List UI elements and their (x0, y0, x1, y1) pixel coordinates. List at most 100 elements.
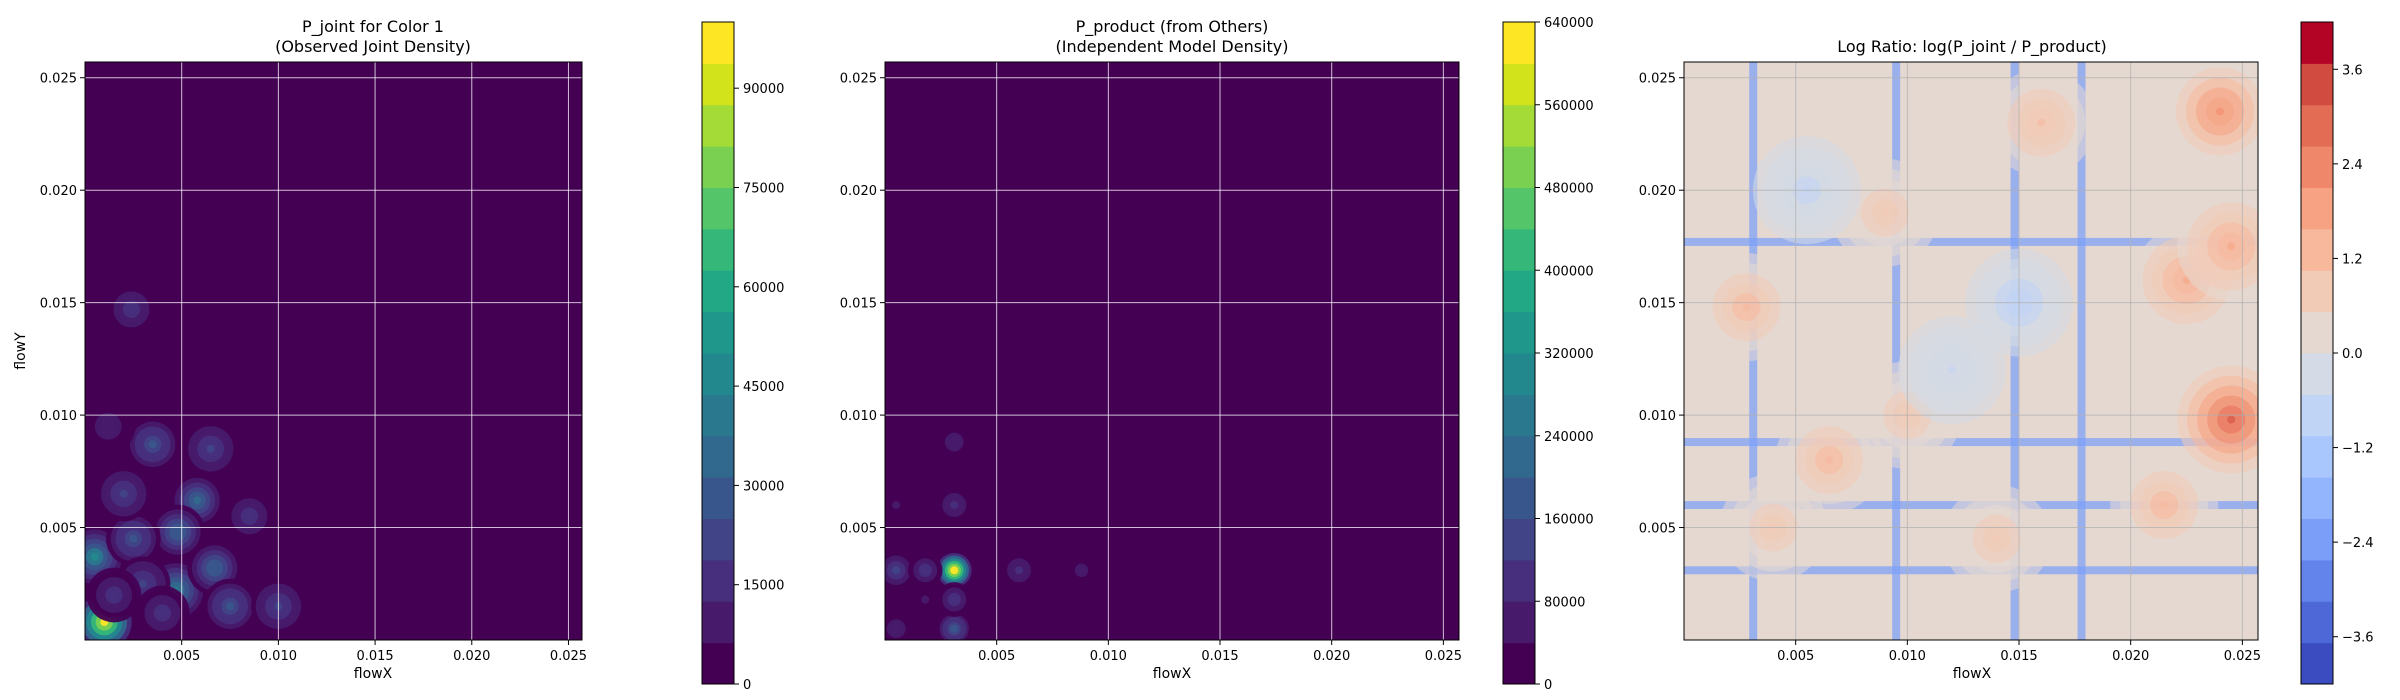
y-tick-label: 0.020 (40, 184, 77, 199)
x-tick-label: 0.010 (1889, 649, 1926, 664)
panel-log-ratio: Log Ratio: log(P_joint / P_product) 0.00… (1639, 21, 2374, 685)
panel1-frame (84, 61, 583, 641)
colorbar-tick-label: 400000 (1544, 264, 1594, 279)
hotspot (139, 579, 148, 588)
colorbar-segment (1503, 353, 1535, 395)
colorbar-tick-label: 640000 (1544, 16, 1594, 31)
colorbar-tick-label: 0 (1544, 678, 1552, 693)
colorbar-segment (1503, 642, 1535, 685)
x-tick-label: 0.020 (453, 649, 490, 664)
colorbar-segment (702, 228, 734, 271)
y-tick-label: 0.005 (840, 522, 877, 537)
colorbar-segment (2301, 22, 2333, 64)
colorbar-segment (1503, 311, 1535, 354)
colorbar-segment (1503, 104, 1535, 147)
panel2-subtitle: (Independent Model Density) (1056, 37, 1289, 56)
colorbar-segment (2301, 63, 2333, 106)
hotspot (950, 566, 959, 575)
panel1-ylabel: flowY (13, 332, 29, 370)
colorbar-tick-label: 15000 (743, 579, 784, 594)
panel2-title: P_product (from Others) (1076, 17, 1269, 37)
colorbar-segment (702, 394, 734, 437)
hotspot (950, 624, 959, 633)
colorbar-segment (2301, 477, 2333, 519)
hotspot (158, 609, 167, 618)
panel3-xlabel: flowX (1953, 666, 1992, 682)
hotspot (245, 512, 254, 521)
x-tick-label: 0.025 (2224, 649, 2261, 664)
panel2-plot: 0.005 0.010 0.015 0.020 0.025 0.005 0.010 0.015… (840, 61, 1462, 664)
x-tick-label: 0.010 (260, 649, 297, 664)
x-tick-label: 0.020 (2112, 649, 2149, 664)
panel1-xlabel: flowX (354, 666, 393, 682)
y-tick-label: 0.010 (840, 409, 877, 424)
y-tick-label: 0.020 (840, 184, 877, 199)
colorbar-segment (702, 559, 734, 602)
colorbar-segment (2301, 559, 2333, 602)
colorbar-segment (2301, 601, 2333, 644)
colorbar-segment (1503, 477, 1535, 519)
colorbar-segment (1503, 146, 1535, 188)
hotspot (2216, 107, 2225, 116)
panel2-colorbar: 0 80000 160000 240000 320000 400000 480000 5600… (1502, 16, 1594, 693)
y-tick-label: 0.010 (1639, 409, 1676, 424)
hotspot (892, 566, 901, 575)
panel3-title: Log Ratio: log(P_joint / P_product) (1837, 37, 2107, 57)
hotspot (950, 595, 959, 604)
hotspot (226, 602, 235, 611)
colorbar-segment (2301, 311, 2333, 354)
colorbar-segment (2301, 228, 2333, 271)
panel2-density (885, 424, 1099, 640)
hotspot (104, 422, 113, 431)
hotspot (173, 528, 182, 537)
colorbar-segment (2301, 394, 2333, 437)
colorbar-tick-label: 3.6 (2342, 63, 2363, 78)
colorbar-segment (1503, 228, 1535, 271)
hotspot (129, 534, 138, 543)
x-tick-label: 0.005 (978, 649, 1015, 664)
hotspot (2160, 501, 2169, 510)
colorbar-segment (702, 146, 734, 188)
colorbar-tick-label: 75000 (743, 182, 784, 197)
hotspot (1881, 208, 1890, 217)
colorbar-segment (702, 187, 734, 230)
hotspot (1948, 366, 1957, 375)
colorbar-tick-label: 2.4 (2342, 158, 2363, 173)
x-tick-label: 0.020 (1313, 649, 1350, 664)
colorbar-tick-label: −3.6 (2342, 631, 2374, 646)
x-tick-label: 0.005 (1777, 649, 1814, 664)
x-tick-label: 0.010 (1090, 649, 1127, 664)
hotspot (90, 552, 99, 561)
y-tick-label: 0.010 (40, 409, 77, 424)
colorbar-tick-label: −1.2 (2342, 442, 2374, 457)
y-tick-label: 0.005 (1639, 522, 1676, 537)
colorbar-segment (1503, 270, 1535, 313)
colorbar-tick-label: 240000 (1544, 430, 1594, 445)
colorbar-segment (1503, 601, 1535, 644)
hotspot (210, 564, 219, 573)
colorbar-tick-label: 80000 (1544, 595, 1585, 610)
cold-band-y (1684, 237, 2258, 246)
hotspot (1742, 303, 1751, 312)
colorbar-segment (2301, 104, 2333, 147)
hotspot (110, 591, 119, 600)
hotspot (921, 566, 930, 575)
hotspot (2037, 118, 2046, 127)
hotspot (1015, 566, 1024, 575)
panel-p-product: P_product (from Others) (Independent Mod… (840, 16, 1594, 693)
cold-band-x (2077, 62, 2086, 640)
hotspot (148, 440, 157, 449)
colorbar-segment (1503, 435, 1535, 478)
colorbar-segment (702, 311, 734, 354)
colorbar-segment (2301, 187, 2333, 230)
colorbar-tick-label: 30000 (743, 479, 784, 494)
colorbar-segment (1503, 63, 1535, 106)
hotspot (193, 496, 202, 505)
colorbar-segment (2301, 642, 2333, 685)
colorbar-frame (701, 21, 735, 685)
colorbar-segment (2301, 518, 2333, 561)
panel1-density (85, 282, 306, 640)
colorbar-tick-label: −2.4 (2342, 536, 2374, 551)
x-tick-label: 0.005 (163, 649, 200, 664)
panel1-colorbar: 0 15000 30000 45000 60000 75000 90000 (701, 21, 784, 693)
